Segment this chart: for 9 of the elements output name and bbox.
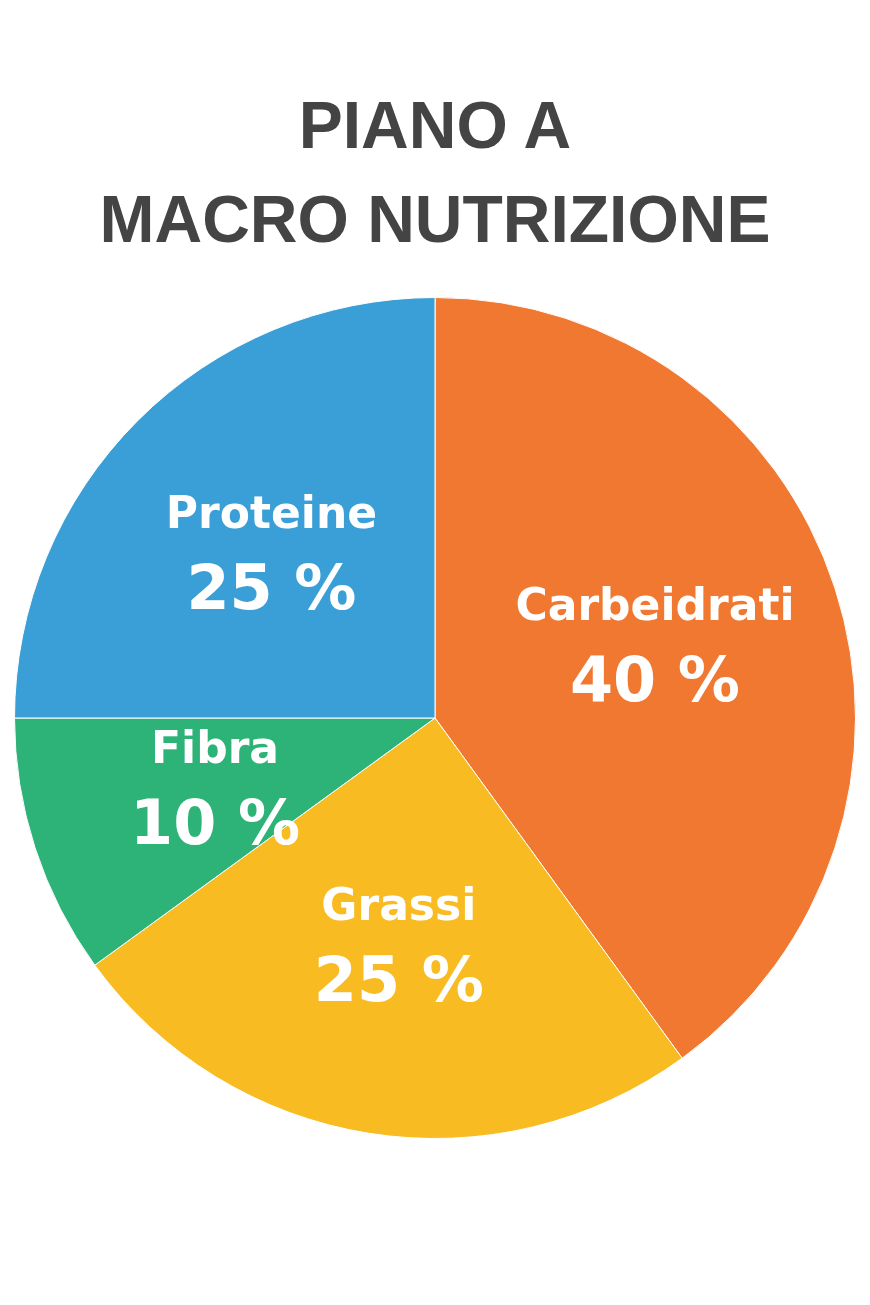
data-label: 25 %	[313, 942, 484, 1016]
data-label: 25 %	[186, 550, 357, 624]
chart-title: PIANO A MACRO NUTRIZIONE	[98, 87, 772, 258]
slice-label: Proteine	[165, 486, 378, 538]
slice-label: Carbeidrati	[515, 578, 795, 630]
data-label: 40 %	[569, 642, 740, 716]
data-label: 10 %	[130, 785, 301, 859]
slice-label: Fibra	[151, 721, 280, 773]
slice-label: Grassi	[321, 878, 477, 930]
